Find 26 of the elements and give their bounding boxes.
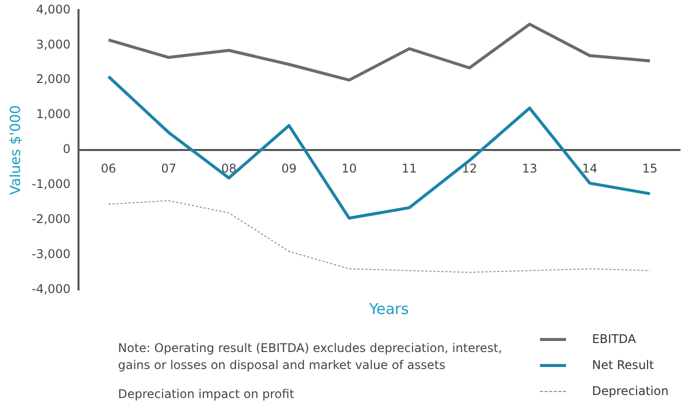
legend-label: Depreciation (592, 384, 669, 398)
x-tick-label: 07 (161, 161, 176, 176)
x-tick-label: 08 (221, 161, 237, 176)
x-tick-label: 10 (342, 161, 357, 176)
legend-label: Net Result (592, 358, 654, 372)
text: Note: Operating result (EBITDA) excludes depreciation, interest, gains or losses on disposal and market value of assets (118, 340, 504, 374)
x-tick-label: 13 (522, 161, 538, 176)
line-series (108, 200, 650, 273)
y-tick-label: 3,000 (36, 37, 70, 52)
x-tick-label: 11 (402, 161, 417, 176)
x-tick-label: 06 (100, 161, 116, 176)
x-tick-label: 09 (281, 161, 297, 176)
legend-label: EBITDA (592, 332, 636, 346)
y-tick-label: 2,000 (36, 72, 70, 86)
y-tick-label: -2,000 (32, 212, 70, 226)
x-tick-label: 15 (642, 161, 658, 176)
y-tick-label: -1,000 (32, 177, 70, 192)
y-tick-label: -4,000 (32, 282, 70, 296)
x-axis-title: Years (368, 300, 410, 318)
y-tick-label: -3,000 (32, 246, 70, 261)
x-tick-label: 14 (582, 161, 598, 176)
y-tick-label: 1,000 (36, 107, 70, 122)
y-axis-title: Values $'000 (8, 105, 24, 195)
y-tick-label: 4,000 (36, 2, 70, 16)
text: Depreciation impact on profit (118, 386, 296, 401)
y-tick-label: 0 (62, 142, 70, 156)
